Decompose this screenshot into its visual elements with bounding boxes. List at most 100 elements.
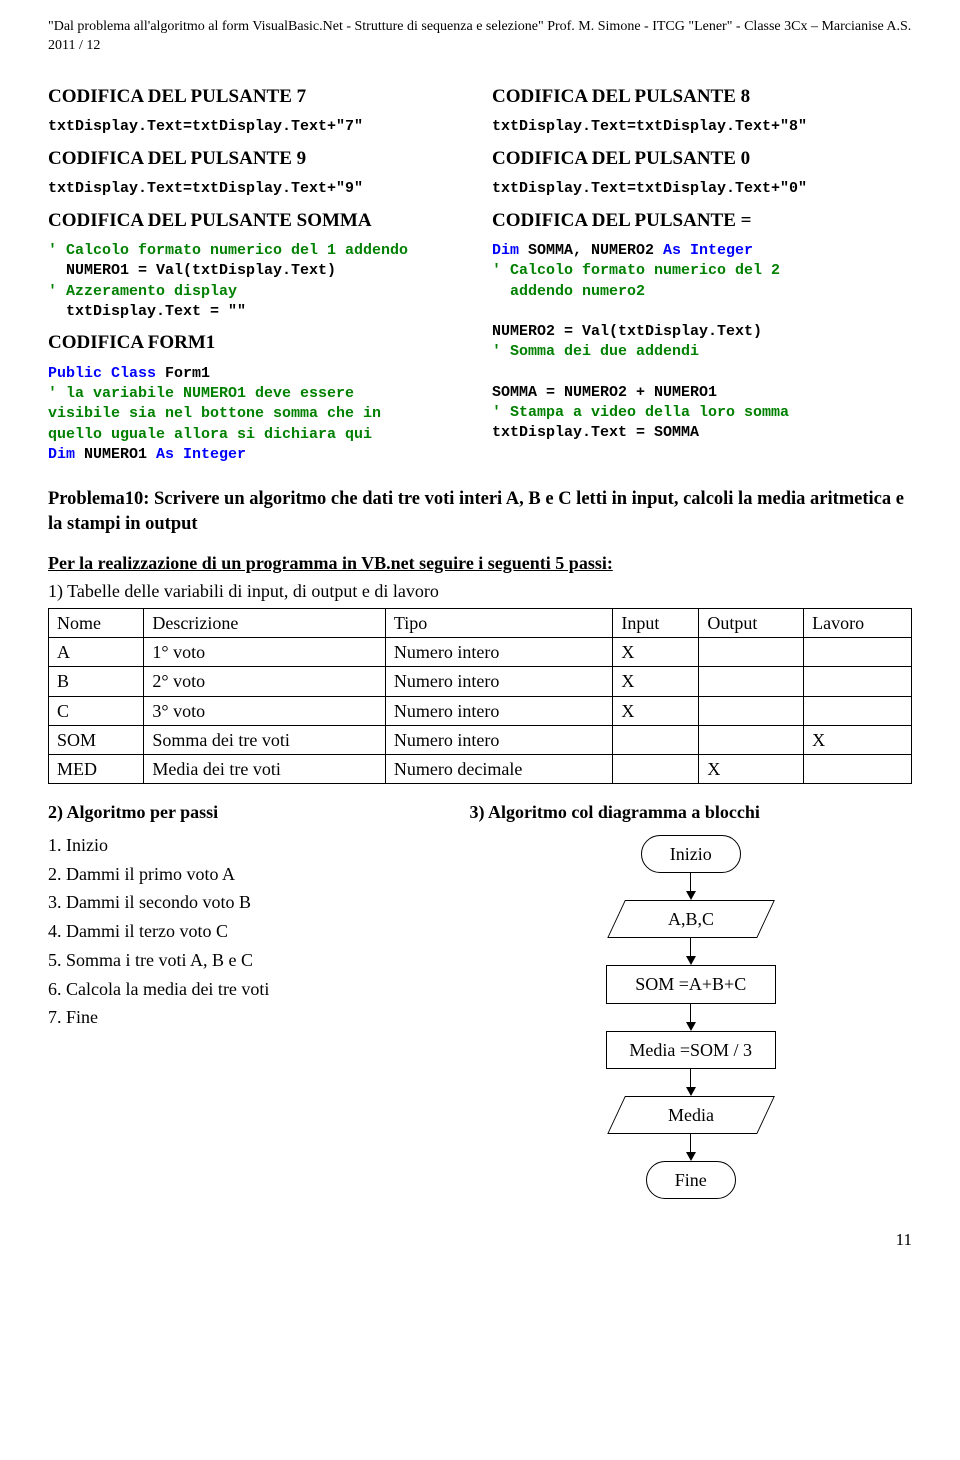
flowchart-label: Media <box>668 1103 714 1127</box>
section-title: CODIFICA DEL PULSANTE SOMMA <box>48 208 468 234</box>
problem-text: Problema10: Scrivere un algoritmo che da… <box>48 489 904 534</box>
table-cell: X <box>613 696 699 725</box>
table-cell <box>613 755 699 784</box>
code-line: txtDisplay.Text=txtDisplay.Text+"9" <box>48 179 468 199</box>
code-text: NUMERO1 <box>75 446 156 463</box>
algo-step: 5. Somma i tre voti A, B e C <box>48 946 445 975</box>
table-row: C 3° voto Numero intero X <box>49 696 912 725</box>
table-cell: B <box>49 667 144 696</box>
code-block: ' Calcolo formato numerico del 1 addendo… <box>48 241 468 322</box>
table-cell <box>699 667 804 696</box>
code-comment: ' Calcolo formato numerico del 1 addendo <box>48 242 408 259</box>
header-text: "Dal problema all'algoritmo al form Visu… <box>48 19 911 53</box>
left-column: CODIFICA DEL PULSANTE 7 txtDisplay.Text=… <box>48 78 468 473</box>
code-text: txtDisplay.Text = SOMMA <box>492 424 699 441</box>
table-row: MED Media dei tre voti Numero decimale X <box>49 755 912 784</box>
flowchart-arrow-icon <box>686 1069 696 1096</box>
code-comment: ' Somma dei due addendi <box>492 343 699 360</box>
table-title: 1) Tabelle delle variabili di input, di … <box>48 579 912 603</box>
table-cell: Numero intero <box>385 667 612 696</box>
code-line: txtDisplay.Text=txtDisplay.Text+"8" <box>492 117 912 137</box>
page-header: "Dal problema all'algoritmo al form Visu… <box>48 18 912 56</box>
flowchart-section: 3) Algoritmo col diagramma a blocchi Ini… <box>469 800 912 1199</box>
code-comment: ' Calcolo formato numerico del 2 <box>492 262 780 279</box>
section-title: CODIFICA DEL PULSANTE 8 <box>492 84 912 110</box>
table-cell <box>804 755 912 784</box>
code-keyword: As Integer <box>663 242 753 259</box>
table-cell: Somma dei tre voti <box>144 725 386 754</box>
code-block: Public Class Form1 ' la variabile NUMERO… <box>48 364 468 465</box>
section-title: CODIFICA DEL PULSANTE 7 <box>48 84 468 110</box>
code-block: Dim SOMMA, NUMERO2 As Integer ' Calcolo … <box>492 241 912 444</box>
flowchart-terminal: Inizio <box>641 835 741 873</box>
algo-steps-title: 2) Algoritmo per passi <box>48 800 445 824</box>
algorithm-steps-section: 2) Algoritmo per passi 1. Inizio 2. Damm… <box>48 800 445 1199</box>
flowchart-process: SOM =A+B+C <box>606 965 776 1003</box>
table-cell: SOM <box>49 725 144 754</box>
table-cell <box>613 725 699 754</box>
table-cell <box>804 667 912 696</box>
code-text: SOMMA = NUMERO2 + NUMERO1 <box>492 384 717 401</box>
table-cell: Numero intero <box>385 696 612 725</box>
algo-step: 3. Dammi il secondo voto B <box>48 888 445 917</box>
code-line: txtDisplay.Text=txtDisplay.Text+"7" <box>48 117 468 137</box>
flowchart-process: Media =SOM / 3 <box>606 1031 776 1069</box>
table-cell <box>804 637 912 666</box>
code-comment: visibile sia nel bottone somma che in <box>48 405 381 422</box>
code-keyword: Public Class <box>48 365 156 382</box>
section-title: CODIFICA DEL PULSANTE = <box>492 208 912 234</box>
table-row: SOM Somma dei tre voti Numero intero X <box>49 725 912 754</box>
algo-step: 4. Dammi il terzo voto C <box>48 917 445 946</box>
table-cell <box>699 725 804 754</box>
flowchart-title: 3) Algoritmo col diagramma a blocchi <box>469 800 912 824</box>
code-text: SOMMA, NUMERO2 <box>519 242 663 259</box>
table-cell: C <box>49 696 144 725</box>
table-cell: X <box>699 755 804 784</box>
table-row: A 1° voto Numero intero X <box>49 637 912 666</box>
section-title: CODIFICA DEL PULSANTE 9 <box>48 146 468 172</box>
flowchart-terminal: Fine <box>646 1161 736 1199</box>
flowchart-label: A,B,C <box>668 907 714 931</box>
flowchart-arrow-icon <box>686 1004 696 1031</box>
code-comment: ' la variabile NUMERO1 deve essere <box>48 385 354 402</box>
algo-step: 6. Calcola la media dei tre voti <box>48 975 445 1004</box>
table-cell: Numero intero <box>385 637 612 666</box>
flowchart-io: Media <box>607 1096 775 1134</box>
flowchart-diagram: Inizio A,B,C SOM =A+B+C Media =SOM / 3 M… <box>469 835 912 1200</box>
code-comment: ' Azzeramento display <box>48 283 237 300</box>
problem-statement: Problema10: Scrivere un algoritmo che da… <box>48 487 912 537</box>
code-text: Form1 <box>156 365 210 382</box>
algo-steps-list: 1. Inizio 2. Dammi il primo voto A 3. Da… <box>48 831 445 1033</box>
table-cell: X <box>804 725 912 754</box>
table-header: Input <box>613 608 699 637</box>
table-cell: Numero decimale <box>385 755 612 784</box>
section-title: CODIFICA FORM1 <box>48 330 468 356</box>
code-comment: ' Stampa a video della loro somma <box>492 404 789 421</box>
flowchart-arrow-icon <box>686 938 696 965</box>
algo-step: 7. Fine <box>48 1003 445 1032</box>
code-comment: addendo numero2 <box>492 283 645 300</box>
algo-step: 1. Inizio <box>48 831 445 860</box>
table-cell: A <box>49 637 144 666</box>
vb-steps-header: Per la realizzazione di un programma in … <box>48 551 912 575</box>
table-header: Tipo <box>385 608 612 637</box>
table-cell: 3° voto <box>144 696 386 725</box>
table-cell <box>804 696 912 725</box>
flowchart-arrow-icon <box>686 873 696 900</box>
page-number: 11 <box>48 1229 912 1252</box>
code-line: txtDisplay.Text=txtDisplay.Text+"0" <box>492 179 912 199</box>
table-cell: X <box>613 667 699 696</box>
table-header: Descrizione <box>144 608 386 637</box>
code-text: NUMERO2 = Val(txtDisplay.Text) <box>492 323 762 340</box>
flowchart-arrow-icon <box>686 1134 696 1161</box>
variables-table: Nome Descrizione Tipo Input Output Lavor… <box>48 608 912 785</box>
table-cell: X <box>613 637 699 666</box>
bottom-row: 2) Algoritmo per passi 1. Inizio 2. Damm… <box>48 800 912 1199</box>
table-cell <box>699 637 804 666</box>
code-keyword: Dim <box>492 242 519 259</box>
code-comment: quello uguale allora si dichiara qui <box>48 426 372 443</box>
code-columns: CODIFICA DEL PULSANTE 7 txtDisplay.Text=… <box>48 78 912 473</box>
table-cell: Numero intero <box>385 725 612 754</box>
table-header: Nome <box>49 608 144 637</box>
flowchart-io: A,B,C <box>607 900 775 938</box>
